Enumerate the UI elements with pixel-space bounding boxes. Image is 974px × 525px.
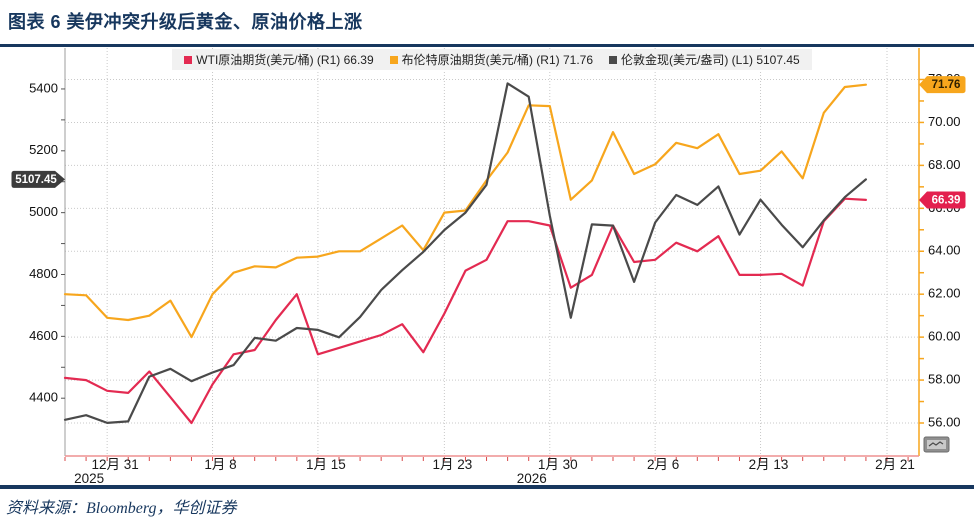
brent-marker-icon [389, 55, 398, 64]
chart-tool-button[interactable] [923, 436, 950, 453]
svg-text:71.76: 71.76 [932, 79, 961, 91]
title-divider [0, 44, 974, 47]
series-line-布伦特原油期货 [63, 83, 868, 339]
right-axis-label: 64.00 [928, 243, 961, 258]
vertical-gridlines [106, 48, 888, 456]
left-axis-label: 5000 [29, 204, 58, 219]
right-axis: 72.0070.0068.0066.0064.0062.0060.0058.00… [919, 71, 961, 429]
legend-item-gold: 伦敦金现(美元/盎司) (L1) 5107.45 [609, 51, 800, 68]
page-title: 图表 6 美伊冲突升级后黄金、原油价格上涨 [8, 12, 363, 32]
legend-label-brent: 布伦特原油期货(美元/桶) (R1) 71.76 [401, 53, 593, 67]
source-note: 资料来源：Bloomberg，华创证券 [6, 500, 237, 517]
svg-text:5107.45: 5107.45 [15, 174, 57, 186]
x-axis-ticks [64, 457, 909, 461]
gold-marker-icon [609, 55, 617, 64]
series-line-WTI原油期货 [63, 197, 868, 425]
right-axis-label: 62.00 [928, 286, 961, 301]
right-axis-label: 70.00 [928, 114, 961, 129]
mini-chart-icon [928, 441, 944, 447]
right-axis-label: 60.00 [928, 329, 961, 344]
left-axis-label: 4400 [29, 390, 58, 405]
x-axis-date-label: 1月 15 [306, 457, 346, 472]
legend-label-wti: WTI原油期货(美元/桶) (R1) 66.39 [196, 53, 374, 67]
price-badge-5107.45 [11, 170, 65, 188]
legend-item-wti: WTI原油期货(美元/桶) (R1) 66.39 [184, 51, 374, 68]
x-axis-date-label: 12月 31 [92, 457, 139, 472]
x-axis-date-label: 2月 13 [749, 457, 789, 472]
price-badge-71.76 [919, 76, 966, 94]
x-axis-date-label: 2月 6 [647, 457, 679, 472]
x-axis-year-label: 2025 [74, 471, 104, 486]
wti-marker-icon [184, 55, 193, 64]
right-axis-label: 56.00 [928, 414, 961, 429]
price-badge-66.39 [919, 191, 966, 209]
left-axis-label: 4600 [29, 328, 58, 343]
left-axis-label: 5200 [29, 142, 58, 157]
x-axis-date-label: 1月 8 [204, 457, 236, 472]
svg-text:66.39: 66.39 [932, 194, 961, 206]
legend-label-gold: 伦敦金现(美元/盎司) (L1) 5107.45 [621, 53, 800, 67]
right-axis-label: 58.00 [928, 372, 961, 387]
series-lines [63, 82, 868, 425]
legend-item-brent: 布伦特原油期货(美元/桶) (R1) 71.76 [389, 51, 593, 68]
x-axis-date-label: 1月 23 [432, 457, 472, 472]
left-axis: 5400 5200 5000 4800 4600 4400 [29, 80, 65, 405]
right-axis-label: 68.00 [928, 157, 961, 172]
x-axis-date-label: 2月 21 [875, 457, 915, 472]
x-axis-year-label: 2026 [517, 471, 547, 486]
price-badges: 5107.45 71.76 66.39 [11, 76, 966, 209]
series-line-伦敦金现 [63, 82, 868, 424]
horizontal-gridlines [65, 79, 919, 424]
left-axis-label: 5400 [29, 80, 58, 95]
footer-divider [0, 485, 974, 489]
chart-legend: WTI原油期货(美元/桶) (R1) 66.39 布伦特原油期货(美元/桶) (… [65, 49, 919, 70]
left-axis-label: 4800 [29, 266, 58, 281]
x-axis-date-label: 1月 30 [538, 457, 578, 472]
